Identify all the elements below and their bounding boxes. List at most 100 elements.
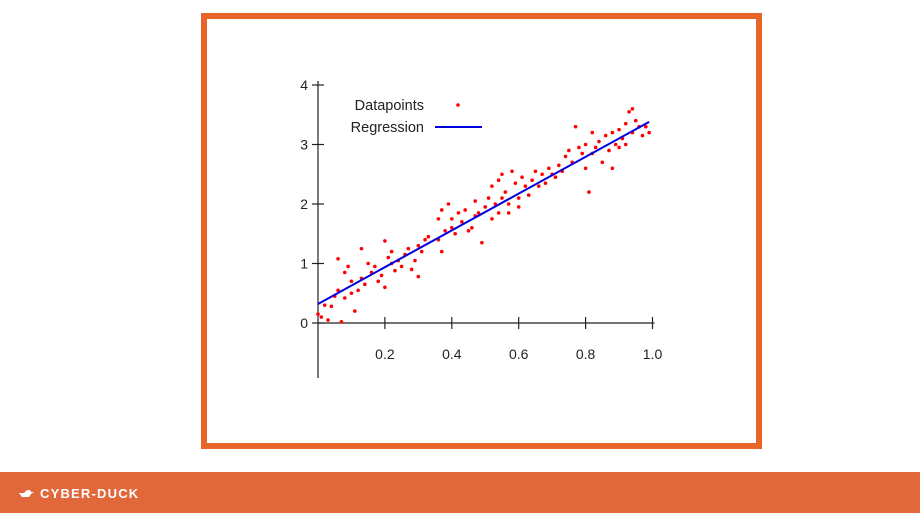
data-point	[346, 264, 350, 269]
x-tick-label: 0.4	[442, 346, 462, 362]
y-tick-label: 0	[300, 315, 308, 331]
data-point	[513, 181, 518, 185]
data-point	[443, 228, 447, 233]
data-point	[466, 228, 471, 233]
data-point	[322, 303, 327, 307]
data-point	[610, 130, 615, 135]
data-point	[600, 160, 605, 165]
data-point	[623, 142, 628, 147]
x-tick-label: 0.8	[576, 346, 596, 362]
data-point	[436, 217, 441, 221]
data-point	[516, 205, 521, 209]
data-point	[349, 279, 354, 284]
brand-logo[interactable]: CYBER-DUCK	[18, 486, 139, 501]
data-point	[496, 211, 501, 215]
chart-frame: 0 1 2 3 4 0.2 0.4 0.6 0.8 1.0 Datapoints Regression	[201, 13, 762, 449]
data-point	[450, 217, 454, 221]
data-point	[476, 211, 481, 215]
data-point	[406, 246, 411, 251]
data-point	[416, 274, 421, 279]
data-point	[383, 285, 387, 290]
data-point	[593, 145, 598, 150]
duck-icon	[19, 489, 34, 497]
data-point	[506, 202, 511, 206]
data-point	[577, 145, 581, 150]
data-point	[590, 130, 595, 135]
legend-label: Datapoints	[355, 98, 424, 114]
data-point	[520, 175, 524, 180]
data-point	[473, 199, 478, 203]
x-tick-label: 0.2	[375, 346, 395, 362]
y-tick-label: 4	[300, 77, 308, 93]
data-point	[543, 181, 548, 185]
data-point	[496, 178, 501, 182]
data-point	[617, 145, 621, 150]
data-point	[319, 315, 324, 319]
y-tick-label: 2	[300, 196, 308, 212]
data-point	[607, 148, 611, 153]
brand-text: CYBER-DUCK	[40, 486, 140, 501]
data-point	[383, 239, 387, 243]
data-point	[483, 205, 488, 209]
data-point	[583, 142, 588, 147]
data-point	[352, 309, 357, 313]
y-tick-label: 3	[300, 137, 308, 153]
data-point	[610, 166, 615, 171]
data-point	[536, 184, 541, 188]
data-point	[557, 163, 561, 168]
data-point	[339, 320, 344, 324]
data-point	[563, 154, 568, 159]
data-point	[423, 237, 427, 242]
data-point	[553, 175, 558, 180]
data-point	[500, 172, 504, 177]
data-point	[413, 258, 417, 263]
data-point	[456, 211, 461, 215]
legend-label: Regression	[351, 120, 424, 136]
data-point	[644, 124, 648, 129]
data-point	[389, 249, 394, 254]
data-point	[419, 249, 424, 254]
data-point	[359, 246, 364, 251]
data-point	[533, 169, 538, 174]
data-point	[316, 312, 320, 316]
data-point	[446, 202, 451, 206]
data-point	[460, 220, 464, 224]
data-point	[526, 193, 531, 197]
data-point	[373, 264, 377, 269]
data-point	[490, 184, 494, 188]
data-point	[547, 166, 551, 171]
regression-chart: 0 1 2 3 4 0.2 0.4 0.6 0.8 1.0 Datapoints Regression	[300, 77, 663, 378]
data-point	[530, 178, 534, 182]
data-point	[573, 124, 578, 129]
data-point	[363, 282, 367, 287]
data-point	[633, 118, 638, 123]
data-point	[386, 255, 391, 260]
data-point	[342, 270, 347, 275]
data-point	[450, 226, 454, 230]
data-point	[617, 127, 621, 132]
data-point	[349, 291, 354, 296]
data-point	[523, 184, 528, 188]
data-point	[379, 273, 384, 278]
data-point	[426, 234, 431, 239]
data-point	[630, 107, 635, 111]
data-point	[567, 148, 571, 153]
data-point	[486, 196, 491, 200]
data-point	[336, 288, 340, 293]
data-point	[500, 196, 504, 200]
data-point	[463, 208, 467, 212]
data-point	[393, 268, 397, 273]
data-point	[623, 121, 628, 126]
data-point	[540, 172, 544, 177]
legend-dot-marker	[456, 103, 460, 107]
footer-bar: CYBER-DUCK	[0, 472, 920, 513]
x-tick-label: 1.0	[643, 346, 663, 362]
data-point	[580, 151, 585, 156]
data-point	[342, 296, 347, 300]
data-point	[510, 169, 514, 174]
data-point	[583, 166, 588, 171]
data-point	[647, 130, 651, 135]
data-point	[326, 318, 330, 322]
data-point	[470, 226, 474, 230]
data-point	[480, 240, 484, 245]
